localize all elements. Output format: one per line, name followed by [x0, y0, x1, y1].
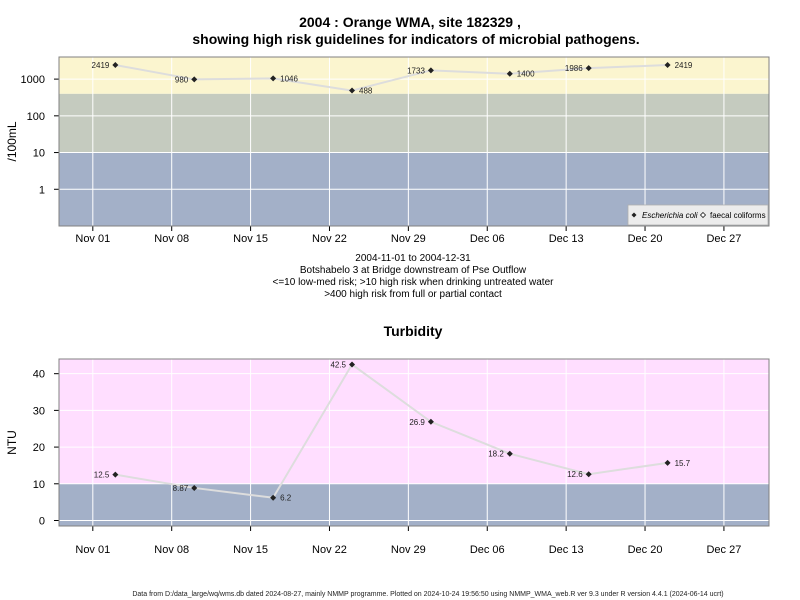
data-label: 488: [359, 87, 373, 96]
series-line: [115, 363, 668, 499]
legend-label-ecoli: Escherichia coli: [642, 211, 698, 220]
risk-band-1: [59, 93, 769, 153]
turbidity-title: Turbidity: [384, 323, 443, 339]
x-tick-label: Dec 06: [470, 233, 505, 245]
data-label: 2419: [675, 61, 693, 70]
caption-line-3: <=10 low-med risk; >10 high risk when dr…: [273, 277, 555, 288]
x-tick-label: Nov 15: [233, 544, 268, 556]
data-point: [349, 361, 356, 368]
data-point: [427, 67, 434, 74]
ecoli-panel: Nov 01 Nov 08 Nov 15 Nov 22 Nov 29 Dec 06 Dec …: [5, 56, 770, 245]
data-label: 26.9: [409, 418, 425, 427]
legend-label-faecal: faecal coliforms: [710, 211, 766, 220]
x-tick-label: Nov 01: [75, 544, 110, 556]
x-tick-label: Nov 29: [391, 233, 426, 245]
plot-frame: [58, 56, 770, 227]
y-tick-label: 100: [27, 111, 45, 123]
data-label: 2419: [92, 61, 110, 70]
y-tick-label: 0: [39, 515, 45, 527]
y-tick-label: 20: [33, 442, 45, 454]
data-label: 15.7: [675, 459, 691, 468]
data-point: [270, 494, 277, 501]
data-point: [349, 87, 356, 94]
y-tick-label: 1: [39, 184, 45, 196]
data-label: 1046: [280, 74, 298, 83]
x-tick-label: Dec 27: [706, 233, 741, 245]
x-tick-label: Dec 20: [628, 233, 663, 245]
x-tick-label: Nov 15: [233, 233, 268, 245]
data-point: [270, 75, 277, 82]
caption-line-2: Botshabelo 3 at Bridge downstream of Pse…: [300, 265, 527, 276]
y-tick-label: 30: [33, 405, 45, 417]
chart-title-line1: 2004 : Orange WMA, site 182329 ,: [299, 14, 521, 30]
data-label: 12.5: [94, 471, 110, 480]
data-label: 12.6: [567, 470, 583, 479]
data-point: [585, 471, 592, 478]
x-tick-label: Nov 01: [75, 233, 110, 245]
data-label: 980: [175, 75, 189, 84]
y-axis-label: /100mL: [5, 121, 19, 161]
legend: Escherichia coli faecal coliforms: [627, 204, 769, 226]
data-point: [112, 471, 119, 478]
caption-line-4: >400 high risk from full or partial cont…: [324, 289, 502, 300]
risk-band-1: [59, 359, 769, 484]
y-tick-label: 40: [33, 369, 45, 381]
caption-line-1: 2004-11-01 to 2004-12-31: [355, 253, 471, 264]
data-label: 8.87: [173, 484, 189, 493]
x-tick-label: Nov 08: [154, 544, 189, 556]
x-tick-label: Nov 22: [312, 544, 347, 556]
footer-note: Data from D:/data_large/wq/wms.db dated …: [132, 591, 723, 598]
x-tick-label: Dec 06: [470, 544, 505, 556]
data-point: [585, 65, 592, 72]
x-tick-label: Dec 13: [549, 544, 584, 556]
y-axis-label: NTU: [5, 430, 19, 455]
x-tick-label: Dec 20: [628, 544, 663, 556]
y-tick-label: 1000: [21, 74, 45, 86]
data-point: [506, 450, 513, 457]
data-point: [506, 70, 513, 77]
data-point: [427, 418, 434, 425]
series-line: [115, 64, 668, 92]
x-tick-label: Dec 27: [706, 544, 741, 556]
data-point: [112, 62, 119, 69]
data-label: 42.5: [330, 361, 346, 370]
x-tick-label: Dec 13: [549, 233, 584, 245]
data-point: [664, 459, 671, 466]
chart-title-line2: showing high risk guidelines for indicat…: [192, 31, 639, 47]
turbidity-panel: Nov 01 Nov 08 Nov 15 Nov 22 Nov 29 Dec 06 Dec …: [5, 358, 770, 556]
data-label: 6.2: [280, 494, 292, 503]
y-tick-label: 10: [33, 479, 45, 491]
x-tick-label: Nov 29: [391, 544, 426, 556]
y-tick-label: 10: [33, 148, 45, 160]
data-point: [191, 76, 198, 83]
plot-frame: [58, 358, 770, 527]
x-tick-label: Nov 22: [312, 233, 347, 245]
data-label: 1400: [517, 70, 535, 79]
data-point: [191, 484, 198, 491]
legend-marker-ecoli: [631, 212, 637, 218]
data-label: 1733: [407, 66, 425, 75]
x-tick-label: Nov 08: [154, 233, 189, 245]
risk-band-0: [59, 483, 769, 526]
data-point: [664, 62, 671, 69]
legend-marker-faecal: [699, 211, 707, 219]
data-label: 1986: [565, 64, 583, 73]
legend-box: [627, 204, 769, 226]
data-label: 18.2: [488, 450, 504, 459]
